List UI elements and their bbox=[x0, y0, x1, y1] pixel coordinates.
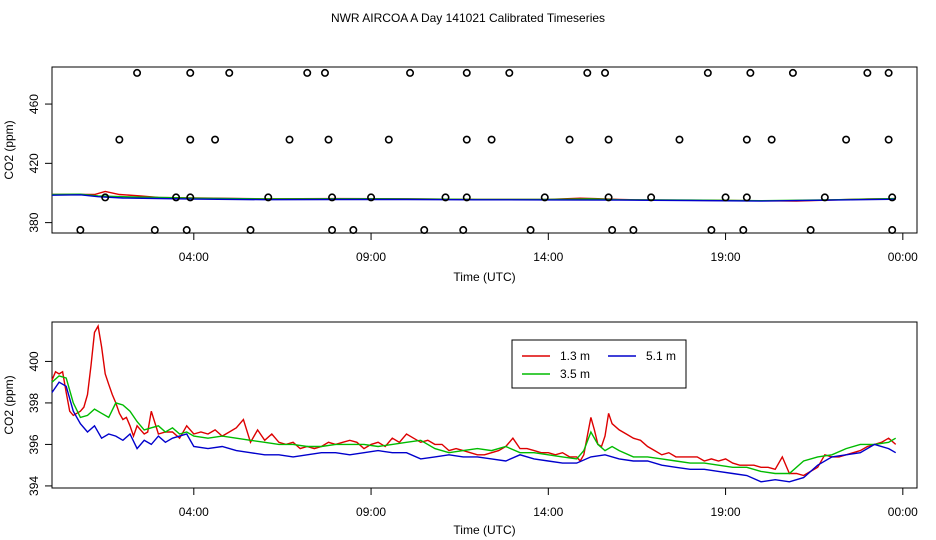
data-point bbox=[384, 135, 393, 144]
data-point bbox=[367, 193, 376, 202]
x-tick-label: 14:00 bbox=[533, 250, 563, 264]
series-line-5.1m bbox=[51, 381, 897, 483]
data-point bbox=[264, 193, 273, 202]
data-point bbox=[583, 68, 592, 77]
data-point bbox=[721, 193, 730, 202]
data-point bbox=[884, 68, 893, 77]
y-axis-label: CO2 (ppm) bbox=[2, 120, 16, 179]
data-point bbox=[888, 193, 897, 202]
data-point bbox=[863, 68, 872, 77]
legend-label: 5.1 m bbox=[646, 349, 676, 363]
data-point bbox=[647, 193, 656, 202]
data-point bbox=[76, 226, 85, 235]
data-point bbox=[225, 68, 234, 77]
data-point bbox=[246, 226, 255, 235]
y-tick-label: 394 bbox=[27, 476, 41, 496]
data-point bbox=[739, 226, 748, 235]
series-line-3.5m bbox=[51, 375, 897, 475]
plot-frame bbox=[51, 66, 918, 234]
y-tick-label: 420 bbox=[27, 153, 41, 173]
data-point bbox=[349, 226, 358, 235]
legend: 1.3 m 5.1 m 3.5 m bbox=[511, 339, 687, 389]
data-point bbox=[820, 193, 829, 202]
data-point bbox=[526, 226, 535, 235]
bottom-panel-line: 04:00 09:00 14:00 19:00 00:00 394 396 398 400 Tim… bbox=[2, 321, 918, 537]
x-axis-label: Time (UTC) bbox=[453, 270, 515, 284]
data-point bbox=[767, 135, 776, 144]
y-tick-label: 380 bbox=[27, 212, 41, 232]
data-point bbox=[186, 135, 195, 144]
data-point bbox=[186, 193, 195, 202]
data-point bbox=[742, 135, 751, 144]
data-point bbox=[842, 135, 851, 144]
x-axis-label: Time (UTC) bbox=[453, 523, 515, 537]
data-point bbox=[186, 68, 195, 77]
data-point bbox=[441, 193, 450, 202]
x-tick-label: 14:00 bbox=[533, 505, 563, 519]
plot-frame bbox=[51, 321, 918, 489]
x-tick-label: 09:00 bbox=[356, 505, 386, 519]
data-point bbox=[320, 68, 329, 77]
x-tick-label: 19:00 bbox=[711, 505, 741, 519]
data-point bbox=[459, 226, 468, 235]
data-point bbox=[172, 193, 181, 202]
x-tick-label: 04:00 bbox=[179, 250, 209, 264]
data-point bbox=[806, 226, 815, 235]
y-tick-label: 396 bbox=[27, 434, 41, 454]
data-point bbox=[182, 226, 191, 235]
data-point bbox=[629, 226, 638, 235]
data-point bbox=[133, 68, 142, 77]
top-panel-scatter: 04:00 09:00 14:00 19:00 00:00 380 420 460 Time (… bbox=[2, 66, 918, 284]
y-axis-label: CO2 (ppm) bbox=[2, 375, 16, 434]
y-tick-label: 460 bbox=[27, 94, 41, 114]
y-tick-label: 400 bbox=[27, 351, 41, 371]
data-point bbox=[703, 68, 712, 77]
data-point bbox=[604, 135, 613, 144]
data-point bbox=[540, 193, 549, 202]
x-tick-label: 19:00 bbox=[711, 250, 741, 264]
data-point bbox=[211, 135, 220, 144]
data-point bbox=[742, 193, 751, 202]
chart-title: NWR AIRCOA A Day 141021 Calibrated Times… bbox=[331, 11, 605, 25]
data-point bbox=[746, 68, 755, 77]
data-point bbox=[328, 193, 337, 202]
series-line-1.3m bbox=[51, 324, 897, 477]
data-point bbox=[420, 226, 429, 235]
data-point bbox=[462, 135, 471, 144]
data-point bbox=[324, 135, 333, 144]
data-point bbox=[675, 135, 684, 144]
data-point bbox=[487, 135, 496, 144]
x-tick-label: 00:00 bbox=[888, 505, 918, 519]
data-point bbox=[285, 135, 294, 144]
data-point bbox=[406, 68, 415, 77]
data-point bbox=[707, 226, 716, 235]
legend-label: 1.3 m bbox=[560, 349, 590, 363]
data-point bbox=[608, 226, 617, 235]
data-point bbox=[150, 226, 159, 235]
data-point bbox=[462, 68, 471, 77]
x-tick-label: 04:00 bbox=[179, 505, 209, 519]
data-point bbox=[604, 193, 613, 202]
data-point bbox=[884, 135, 893, 144]
data-point bbox=[328, 226, 337, 235]
legend-box bbox=[511, 339, 687, 389]
x-tick-label: 00:00 bbox=[888, 250, 918, 264]
data-point bbox=[462, 193, 471, 202]
data-point bbox=[303, 68, 312, 77]
data-point bbox=[115, 135, 124, 144]
x-tick-label: 09:00 bbox=[356, 250, 386, 264]
data-point bbox=[565, 135, 574, 144]
data-point bbox=[888, 226, 897, 235]
legend-label: 3.5 m bbox=[560, 367, 590, 381]
data-point bbox=[101, 193, 110, 202]
data-point bbox=[505, 68, 514, 77]
y-tick-label: 398 bbox=[27, 393, 41, 413]
data-point bbox=[601, 68, 610, 77]
data-point bbox=[788, 68, 797, 77]
